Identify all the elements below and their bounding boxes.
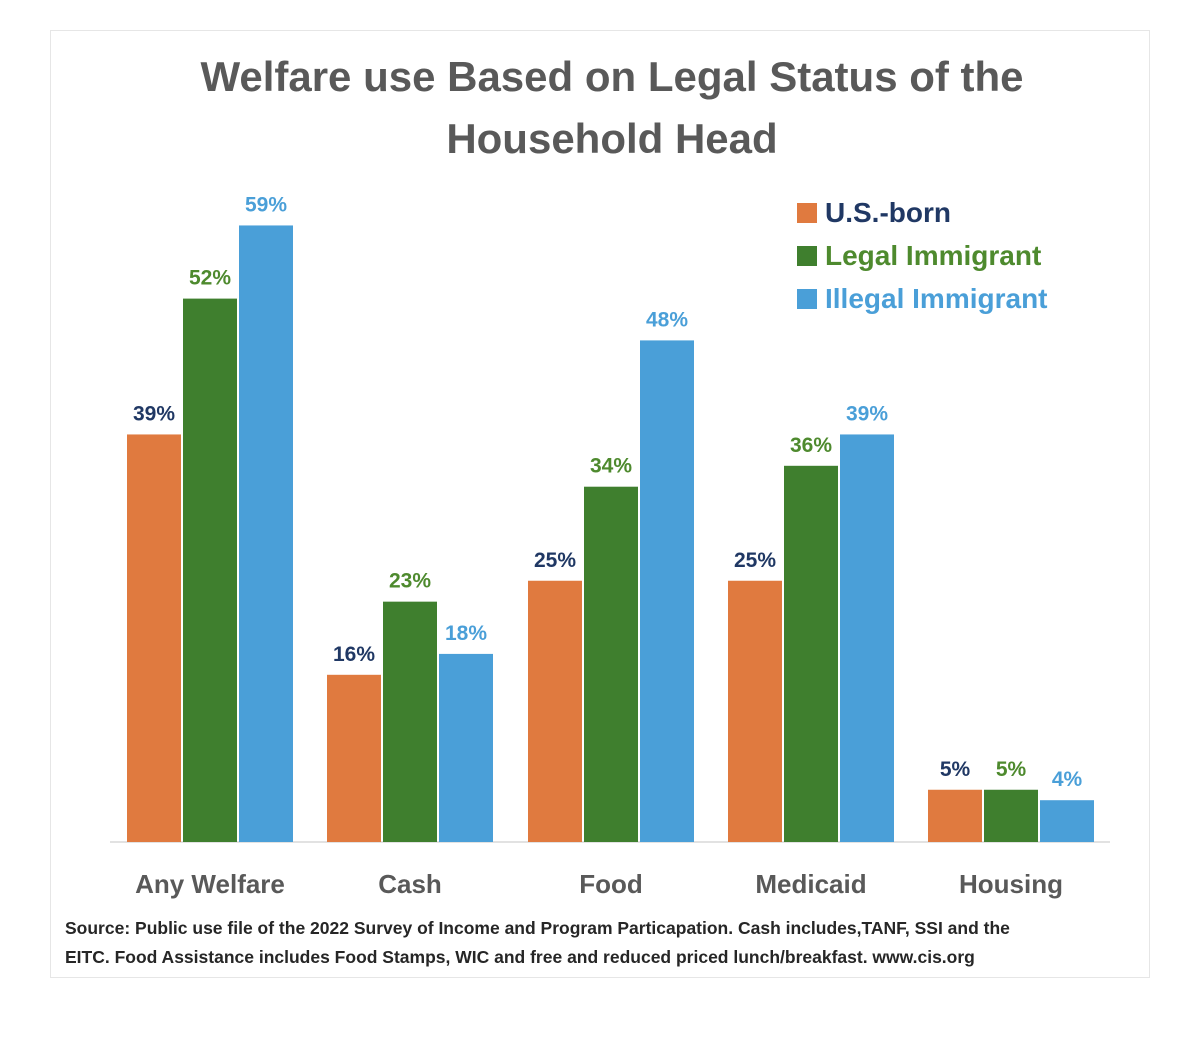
bar xyxy=(984,789,1038,842)
category-label: Food xyxy=(579,869,643,899)
bar xyxy=(239,225,293,842)
bar xyxy=(840,434,894,842)
bar xyxy=(383,601,437,842)
data-label: 39% xyxy=(133,402,175,425)
legend-swatch xyxy=(797,246,817,266)
data-label: 18% xyxy=(445,622,487,645)
data-label: 39% xyxy=(846,402,888,425)
category-label: Medicaid xyxy=(755,869,866,899)
bar xyxy=(640,340,694,842)
legend-label: Illegal Immigrant xyxy=(825,283,1048,314)
source-note: Source: Public use file of the 2022 Surv… xyxy=(65,914,1135,972)
data-label: 5% xyxy=(996,758,1027,781)
bar xyxy=(127,434,181,842)
bar xyxy=(439,653,493,842)
bar xyxy=(728,580,782,842)
data-label: 52% xyxy=(189,267,231,290)
data-label: 48% xyxy=(646,308,688,331)
legend-label: Legal Immigrant xyxy=(825,240,1041,271)
chart-title: Welfare use Based on Legal Status of the… xyxy=(0,46,1199,170)
bar xyxy=(183,298,237,843)
data-label: 25% xyxy=(734,549,776,572)
bar xyxy=(584,486,638,842)
chart-title-line-1: Welfare use Based on Legal Status of the xyxy=(200,53,1024,100)
data-label: 34% xyxy=(590,455,632,478)
data-label: 4% xyxy=(1052,768,1083,791)
bar xyxy=(928,789,982,842)
bar xyxy=(784,465,838,842)
data-label: 36% xyxy=(790,434,832,457)
data-label: 16% xyxy=(333,643,375,666)
legend-swatch xyxy=(797,289,817,309)
category-label: Cash xyxy=(378,869,442,899)
bar xyxy=(528,580,582,842)
chart-title-line-2: Household Head xyxy=(446,115,778,162)
legend-label: U.S.-born xyxy=(825,197,951,228)
data-label: 59% xyxy=(245,193,287,216)
category-label: Housing xyxy=(959,869,1063,899)
data-label: 5% xyxy=(940,758,971,781)
source-line-2: EITC. Food Assistance includes Food Stam… xyxy=(65,947,975,967)
legend-swatch xyxy=(797,203,817,223)
category-label: Any Welfare xyxy=(135,869,285,899)
source-line-1: Source: Public use file of the 2022 Surv… xyxy=(65,918,1010,938)
bar xyxy=(1040,800,1094,842)
data-label: 23% xyxy=(389,570,431,593)
bar xyxy=(327,674,381,842)
data-label: 25% xyxy=(534,549,576,572)
